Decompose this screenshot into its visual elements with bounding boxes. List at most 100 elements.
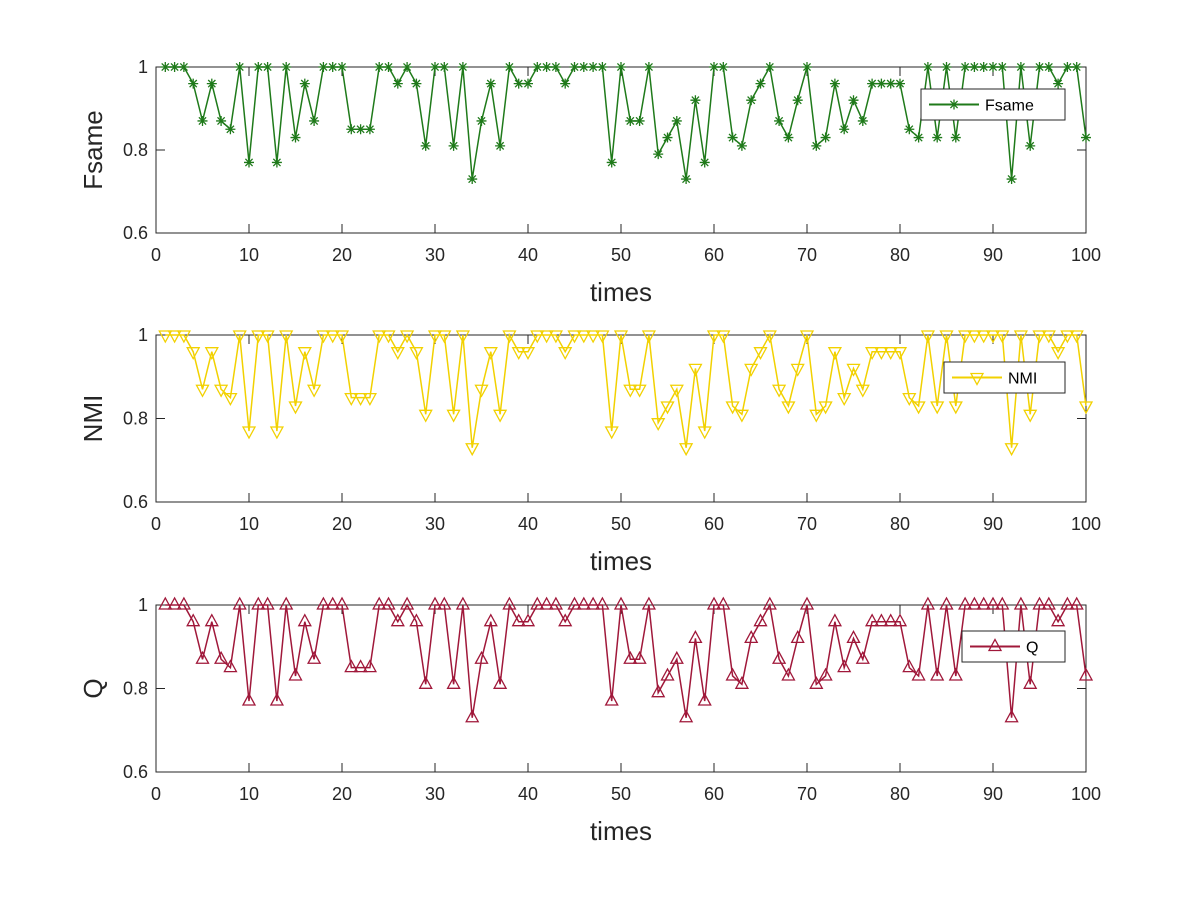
data-point xyxy=(251,596,266,610)
data-point xyxy=(197,115,208,126)
data-point xyxy=(523,78,533,89)
data-point xyxy=(755,78,766,89)
data-point xyxy=(1023,409,1038,423)
data-point xyxy=(474,650,489,664)
data-point xyxy=(904,124,915,135)
data-point xyxy=(913,132,924,143)
data-point xyxy=(1015,62,1026,72)
data-point xyxy=(978,62,989,72)
data-point xyxy=(418,675,433,689)
data-point xyxy=(586,596,601,610)
data-point xyxy=(346,124,357,135)
data-point xyxy=(167,596,182,610)
x-tick-label: 10 xyxy=(239,245,259,265)
data-point xyxy=(483,613,498,627)
data-point xyxy=(641,596,656,610)
data-point xyxy=(232,596,247,610)
data-point xyxy=(1023,675,1038,689)
data-point xyxy=(892,613,908,627)
data-point xyxy=(1034,62,1045,72)
data-point xyxy=(269,426,284,440)
data-point xyxy=(186,613,201,627)
data-point xyxy=(958,596,973,610)
data-point xyxy=(725,401,740,415)
data-point xyxy=(334,330,350,344)
data-point xyxy=(997,62,1008,72)
data-point xyxy=(1078,667,1094,681)
legend: Fsame xyxy=(920,88,1066,121)
data-point xyxy=(502,596,517,610)
data-point xyxy=(430,62,440,72)
data-point xyxy=(186,347,201,361)
data-point xyxy=(774,115,785,126)
data-point xyxy=(195,384,210,398)
data-point xyxy=(511,347,526,361)
data-point xyxy=(269,692,284,706)
x-tick-label: 50 xyxy=(611,514,631,534)
data-point xyxy=(939,330,954,344)
data-point xyxy=(446,409,461,423)
legend-marker xyxy=(987,638,1003,652)
x-tick-label: 30 xyxy=(425,245,445,265)
data-point xyxy=(616,62,626,72)
data-point xyxy=(848,95,859,106)
data-point xyxy=(281,62,292,72)
data-point xyxy=(623,384,638,398)
data-point xyxy=(353,659,368,673)
data-point xyxy=(402,62,413,72)
data-point xyxy=(855,650,870,664)
data-point xyxy=(232,330,247,344)
data-point xyxy=(902,659,917,673)
data-point xyxy=(465,709,480,723)
data-point xyxy=(418,409,433,423)
data-point xyxy=(576,330,591,344)
data-point xyxy=(241,692,257,706)
y-axis-label: Fsame xyxy=(78,110,108,189)
data-point xyxy=(641,330,656,344)
data-point xyxy=(818,401,833,415)
x-tick-label: 40 xyxy=(518,514,538,534)
data-point xyxy=(1071,62,1082,72)
data-point xyxy=(865,613,880,627)
data-point xyxy=(427,330,443,344)
data-point xyxy=(827,613,842,627)
data-point xyxy=(1062,62,1073,72)
x-tick-label: 30 xyxy=(425,514,445,534)
data-point xyxy=(634,115,645,126)
x-tick-label: 80 xyxy=(890,245,910,265)
data-point xyxy=(595,330,610,344)
data-point xyxy=(950,132,961,143)
data-point xyxy=(709,62,719,72)
data-point xyxy=(532,62,543,72)
legend-label: Fsame xyxy=(985,98,1034,115)
data-point xyxy=(383,62,394,72)
data-point xyxy=(867,78,878,89)
data-point xyxy=(651,418,666,432)
data-point xyxy=(922,62,933,72)
data-point xyxy=(671,115,682,126)
data-point xyxy=(1043,62,1054,72)
subplot-3: 0 10 20 30 40 50 60 70 80 90 100 0.6 0.8 1 times Q Q xyxy=(78,595,1101,846)
data-point xyxy=(734,409,749,423)
data-point xyxy=(244,157,254,168)
data-point xyxy=(1060,330,1075,344)
data-point xyxy=(1078,401,1094,415)
data-point xyxy=(260,596,275,610)
data-point xyxy=(892,347,908,361)
data-point xyxy=(355,124,366,135)
data-point xyxy=(679,709,694,723)
data-point xyxy=(325,330,340,344)
data-point xyxy=(1004,709,1019,723)
data-point xyxy=(372,596,387,610)
data-point xyxy=(604,692,619,706)
data-point xyxy=(279,330,294,344)
data-point xyxy=(911,401,926,415)
data-point xyxy=(885,78,896,89)
data-point xyxy=(688,363,703,377)
data-point xyxy=(764,62,775,72)
x-tick-label: 30 xyxy=(425,784,445,804)
y-tick-label: 1 xyxy=(138,57,148,77)
data-point xyxy=(288,667,303,681)
data-point xyxy=(643,62,654,72)
data-point xyxy=(623,650,638,664)
